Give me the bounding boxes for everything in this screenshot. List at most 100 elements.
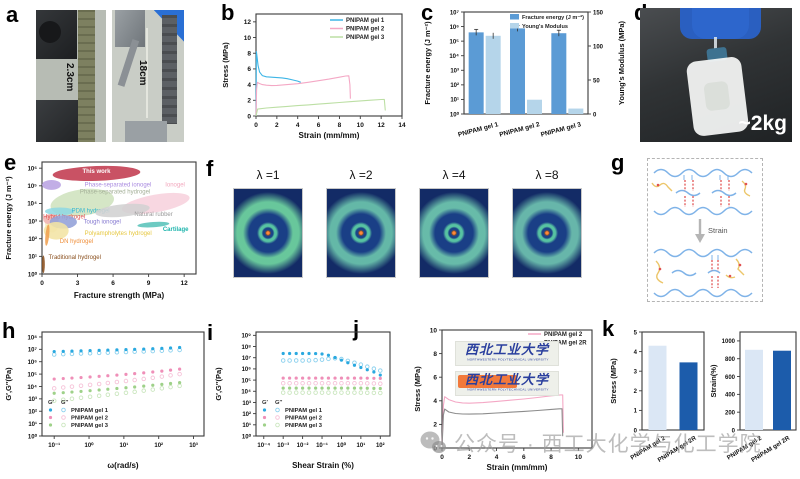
series-PNIPAM gel 2	[441, 394, 564, 449]
svg-text:50: 50	[593, 78, 600, 84]
svg-text:10²: 10²	[450, 82, 459, 89]
svg-text:PNIPAM gel 3: PNIPAM gel 3	[71, 423, 109, 429]
svg-text:1: 1	[634, 409, 638, 415]
svg-text:10: 10	[357, 122, 365, 129]
svg-text:400: 400	[725, 393, 736, 399]
svg-text:10⁵: 10⁵	[28, 184, 38, 190]
bar-group-PNIPAM gel 2	[510, 24, 542, 114]
svg-text:PNIPAM gel 3: PNIPAM gel 3	[285, 423, 323, 429]
lambda-label: λ =1	[256, 168, 280, 182]
svg-text:Traditional hydrogel: Traditional hydrogel	[49, 255, 101, 261]
svg-text:Fracture energy (J m⁻²): Fracture energy (J m⁻²)	[423, 21, 432, 105]
svg-text:G″: G″	[61, 400, 69, 406]
ionic-liquid-bottom	[655, 258, 745, 284]
svg-text:Stress (MPa): Stress (MPa)	[221, 42, 230, 88]
photo-weight-lift: ~2kg	[640, 8, 792, 142]
svg-text:G″: G″	[275, 400, 283, 406]
svg-text:10⁴: 10⁴	[27, 202, 37, 208]
svg-text:10⁵: 10⁵	[28, 372, 38, 378]
series-PNIPAM gel 3 G″	[280, 390, 383, 396]
svg-text:Polyampholytes hydrogel: Polyampholytes hydrogel	[85, 231, 152, 237]
panel-letter-c: c	[421, 0, 434, 25]
university-logo-2: 西北工业大学 NORTHWESTERN POLYTECHNICAL UNIVER…	[455, 371, 559, 396]
bar-group-PNIPAM gel 1	[468, 28, 501, 115]
svg-text:Fracture energy (J m⁻²): Fracture energy (J m⁻²)	[522, 14, 584, 21]
svg-text:0: 0	[593, 112, 597, 118]
length-label-right: 18cm	[137, 60, 148, 86]
svg-text:Shear Strain (%): Shear Strain (%)	[292, 461, 354, 470]
svg-text:Stress (MPa): Stress (MPa)	[413, 366, 422, 412]
svg-text:8: 8	[433, 351, 437, 358]
series-PNIPAM gel 2 G″	[51, 371, 182, 391]
ion-dot	[738, 263, 742, 267]
svg-text:10⁻²: 10⁻²	[297, 442, 309, 449]
chart-ashby: 0 3 6 9 12 10⁰ 10¹ 10² 10³ 10⁴ 10⁵ 10⁶ Fracture stre…	[4, 161, 197, 300]
svg-text:2: 2	[467, 454, 471, 461]
panel-letter-g: g	[611, 150, 625, 175]
svg-text:0: 0	[40, 280, 44, 287]
svg-text:10: 10	[244, 35, 252, 42]
panel-letter-j: j	[353, 316, 360, 341]
svg-text:12: 12	[181, 280, 189, 287]
svg-text:Young's Modulus (MPa): Young's Modulus (MPa)	[617, 20, 626, 105]
svg-text:2: 2	[634, 389, 638, 395]
chart-fracture-energy-modulus: 10⁰ 10¹ 10² 10³ 10⁴ 10⁵ 10⁶ 10⁷ 0 50 100 150 Fractur…	[423, 10, 626, 139]
saxs-pattern	[419, 188, 489, 278]
svg-text:PNIPAM gel 1: PNIPAM gel 1	[457, 121, 499, 139]
svg-text:10⁻¹: 10⁻¹	[316, 442, 328, 449]
svg-text:G′,G″(Pa): G′,G″(Pa)	[4, 367, 13, 401]
svg-text:200: 200	[725, 410, 736, 416]
schematic-drawing: Strain	[651, 168, 753, 298]
bottle-grip	[703, 80, 732, 112]
svg-text:Phase-separated hydrogel: Phase-separated hydrogel	[80, 190, 150, 196]
saxs-pattern	[512, 188, 582, 278]
svg-text:PNIPAM gel 1: PNIPAM gel 1	[346, 18, 385, 24]
svg-text:10³: 10³	[450, 68, 459, 75]
chart-strain-sweep: 10⁻⁴ 10⁻³ 10⁻² 10⁻¹ 10⁰ 10¹ 10² 10⁰ 10¹ 10² 10³ 10⁴…	[214, 331, 391, 470]
svg-text:10¹: 10¹	[28, 254, 37, 261]
svg-text:10⁰: 10⁰	[242, 433, 252, 440]
lambda-label: λ =8	[535, 168, 559, 182]
svg-text:PDM hydrogel: PDM hydrogel	[72, 208, 110, 214]
svg-text:6: 6	[111, 280, 115, 287]
photo-gel-stretched: 18cm	[112, 10, 184, 142]
svg-text:10⁷: 10⁷	[242, 356, 252, 362]
ion-dot	[744, 182, 748, 186]
svg-text:10⁶: 10⁶	[28, 360, 38, 366]
hydrogen-bonds-bottom	[711, 260, 719, 288]
svg-text:10⁴: 10⁴	[241, 390, 251, 396]
logo-chinese-text: 西北工业大学	[464, 342, 549, 357]
svg-text:G′: G′	[48, 400, 55, 406]
ashby-Polyampholytes hydrogel	[43, 221, 69, 240]
svg-text:4: 4	[296, 122, 300, 129]
svg-text:PNIPAM gel 2R: PNIPAM gel 2R	[544, 341, 587, 347]
series-PNIPAM gel 1	[255, 51, 301, 117]
weight-label: ~2kg	[738, 112, 787, 135]
svg-text:10¹: 10¹	[28, 421, 37, 428]
series-PNIPAM gel 1 G″	[280, 356, 383, 373]
svg-text:8: 8	[338, 122, 342, 129]
chart-frequency-sweep: 10⁻¹ 10⁰ 10¹ 10² 10³ 10⁰ 10¹ 10² 10³ 10⁴ 10⁵ 10⁶ 10⁷…	[4, 331, 205, 470]
svg-text:4: 4	[433, 398, 437, 405]
svg-text:This work: This work	[82, 169, 111, 175]
clamp-knob	[38, 20, 61, 43]
svg-text:PNIPAM gel 2: PNIPAM gel 2	[499, 121, 541, 139]
svg-text:10⁰: 10⁰	[28, 433, 38, 440]
saxs-cell: λ =4	[419, 168, 489, 278]
ion-dot	[658, 267, 662, 271]
lambda-label: λ =2	[349, 168, 373, 182]
logo-chinese-text: 西北工业大学	[464, 372, 549, 387]
bar-PNIPAM gel 2R	[773, 350, 791, 430]
polymer-chains-top	[653, 168, 753, 216]
svg-text:100: 100	[593, 44, 604, 50]
svg-text:10²: 10²	[28, 236, 37, 243]
svg-text:PNIPAM gel 1: PNIPAM gel 1	[71, 408, 109, 414]
panel-letter-k: k	[602, 316, 615, 341]
ashby-This work	[52, 165, 141, 182]
svg-text:0: 0	[254, 122, 258, 129]
blue-glove	[691, 8, 750, 39]
saxs-pattern	[326, 188, 396, 278]
bar-group-PNIPAM gel 3	[551, 29, 584, 114]
